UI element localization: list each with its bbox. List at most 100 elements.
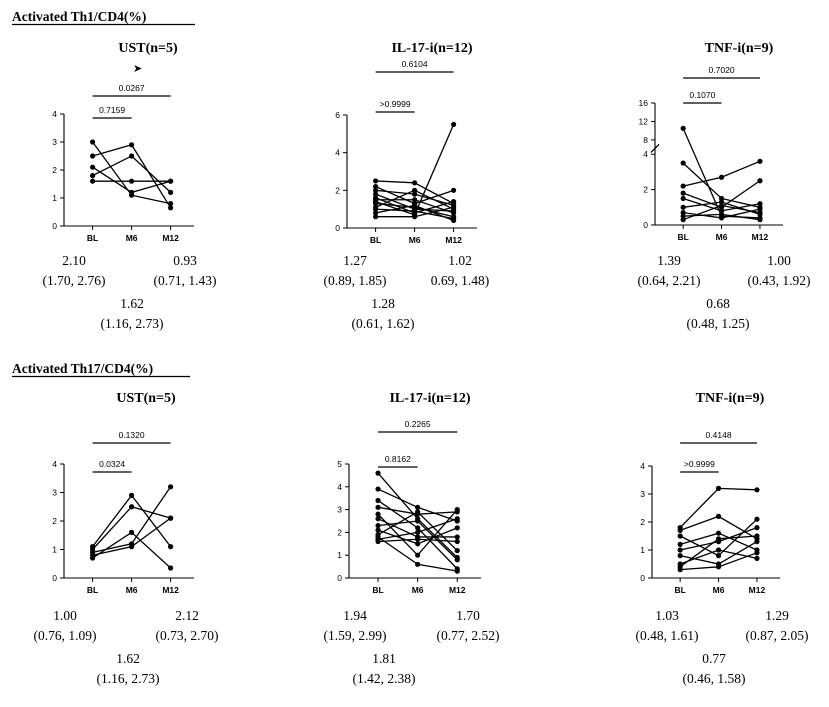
iqr-value: (1.70, 2.76) <box>43 273 106 288</box>
data-point <box>168 544 174 550</box>
y-tick-label: 8 <box>643 135 648 145</box>
data-point <box>754 516 760 522</box>
median-value: 1.70 <box>456 608 480 623</box>
median-value: 1.27 <box>343 253 367 268</box>
chart-title: IL-17-i(n=12) <box>391 41 472 56</box>
data-point <box>168 189 174 195</box>
data-point <box>373 200 379 207</box>
y-tick-label: 5 <box>337 459 342 469</box>
p-value-label: >0.9999 <box>380 99 411 109</box>
data-point <box>373 187 379 193</box>
data-point <box>375 511 381 517</box>
iqr-value: (0.43, 1.92) <box>748 273 811 288</box>
data-point <box>677 527 683 534</box>
data-point <box>168 484 174 490</box>
data-point <box>680 190 686 196</box>
p-value-label: 0.4148 <box>706 430 732 440</box>
p-value-label: 0.7159 <box>99 105 125 115</box>
data-point <box>375 470 381 476</box>
p-value-label: 0.7020 <box>709 65 735 75</box>
iqr-value: (0.48, 1.25) <box>687 316 750 331</box>
data-point <box>129 178 135 184</box>
data-point <box>680 125 686 131</box>
y-tick-label: 1 <box>52 545 57 555</box>
data-point <box>757 217 763 223</box>
data-point <box>90 139 96 145</box>
y-tick-label: 2 <box>52 516 57 526</box>
chart-panel: TNF-i(n=9) 0 2 4 8 12 16 BL M6 M12 0.1070 0.7020 1.3… <box>638 41 811 331</box>
p-value-label: 0.0324 <box>99 459 125 469</box>
data-point <box>677 547 683 553</box>
x-tick-label: BL <box>87 233 98 243</box>
x-tick-label: BL <box>370 235 381 245</box>
y-tick-label: 3 <box>640 489 645 499</box>
x-tick-label: M6 <box>716 232 728 242</box>
data-point <box>677 533 683 539</box>
data-point <box>412 202 418 208</box>
chart-panel: IL-17-i(n=12) 0 2 4 6 BL M6 M12 >0.9999 0.6104 1.2… <box>324 41 490 331</box>
data-point <box>373 183 379 190</box>
data-point <box>415 504 421 510</box>
x-tick-label: M6 <box>409 235 421 245</box>
x-tick-label: BL <box>677 232 688 242</box>
median-value: 1.62 <box>120 296 144 311</box>
data-point <box>680 195 686 202</box>
data-point <box>375 497 381 504</box>
data-point <box>375 486 381 492</box>
x-tick-label: M12 <box>752 232 769 242</box>
section-title-th17-text: Activated Th17/CD4(%) <box>12 361 153 376</box>
data-point <box>454 557 460 563</box>
data-point <box>454 538 460 545</box>
iqr-value: (0.77, 2.52) <box>437 628 500 643</box>
y-tick-label: 3 <box>52 488 57 498</box>
data-point <box>129 189 135 195</box>
data-point <box>168 515 174 521</box>
data-point <box>451 204 457 210</box>
arrow-marker-icon: ➤ <box>133 63 142 75</box>
data-point <box>454 525 460 531</box>
data-point <box>412 214 418 220</box>
data-point <box>129 492 135 498</box>
chart-title: IL-17-i(n=12) <box>389 391 470 406</box>
data-point <box>677 567 683 573</box>
data-point <box>454 516 460 522</box>
axis-break-mark <box>650 144 660 153</box>
median-value: 1.39 <box>657 253 681 268</box>
x-tick-label: M12 <box>449 585 466 595</box>
p-value-label: 0.0267 <box>119 83 145 93</box>
section-title-th1-text: Activated Th1/CD4(%) <box>12 9 146 24</box>
iqr-value: (0.73, 2.70) <box>156 628 219 643</box>
median-value: 2.10 <box>62 253 86 268</box>
data-point <box>715 564 722 570</box>
data-point <box>754 550 760 556</box>
data-point <box>90 153 96 159</box>
data-point <box>168 205 174 211</box>
y-tick-label: 2 <box>337 527 342 537</box>
chart-panel: UST(n=5) 0 1 2 3 4 BL M6 M12 0.7159 0.0267 ➤ 2.10 (1.… <box>43 41 217 331</box>
chart-title: TNF-i(n=9) <box>696 391 765 406</box>
chart-title: TNF-i(n=9) <box>705 41 774 56</box>
y-tick-label: 12 <box>639 116 649 126</box>
data-point <box>754 539 760 545</box>
median-value: 1.28 <box>371 296 395 311</box>
data-point <box>754 533 760 539</box>
data-point <box>680 160 686 166</box>
iqr-value: (0.48, 1.61) <box>636 628 699 643</box>
data-point <box>375 516 381 522</box>
chart-panel: IL-17-i(n=12) 0 1 2 3 4 5 BL M6 M12 0.8162 0.2265 1.… <box>324 391 500 686</box>
iqr-value: (0.61, 1.62) <box>352 316 415 331</box>
data-point <box>373 210 379 216</box>
x-tick-label: BL <box>87 585 98 595</box>
data-point <box>454 507 460 513</box>
data-point <box>412 197 418 203</box>
y-tick-label: 0 <box>52 221 57 231</box>
data-point <box>757 201 763 207</box>
data-point <box>715 553 722 559</box>
data-point <box>454 548 460 554</box>
median-value: 1.02 <box>448 253 472 268</box>
data-point <box>451 199 457 205</box>
data-point <box>680 183 686 189</box>
y-tick-label: 0 <box>640 573 645 583</box>
data-point <box>454 534 460 540</box>
y-tick-label: 1 <box>52 193 57 203</box>
